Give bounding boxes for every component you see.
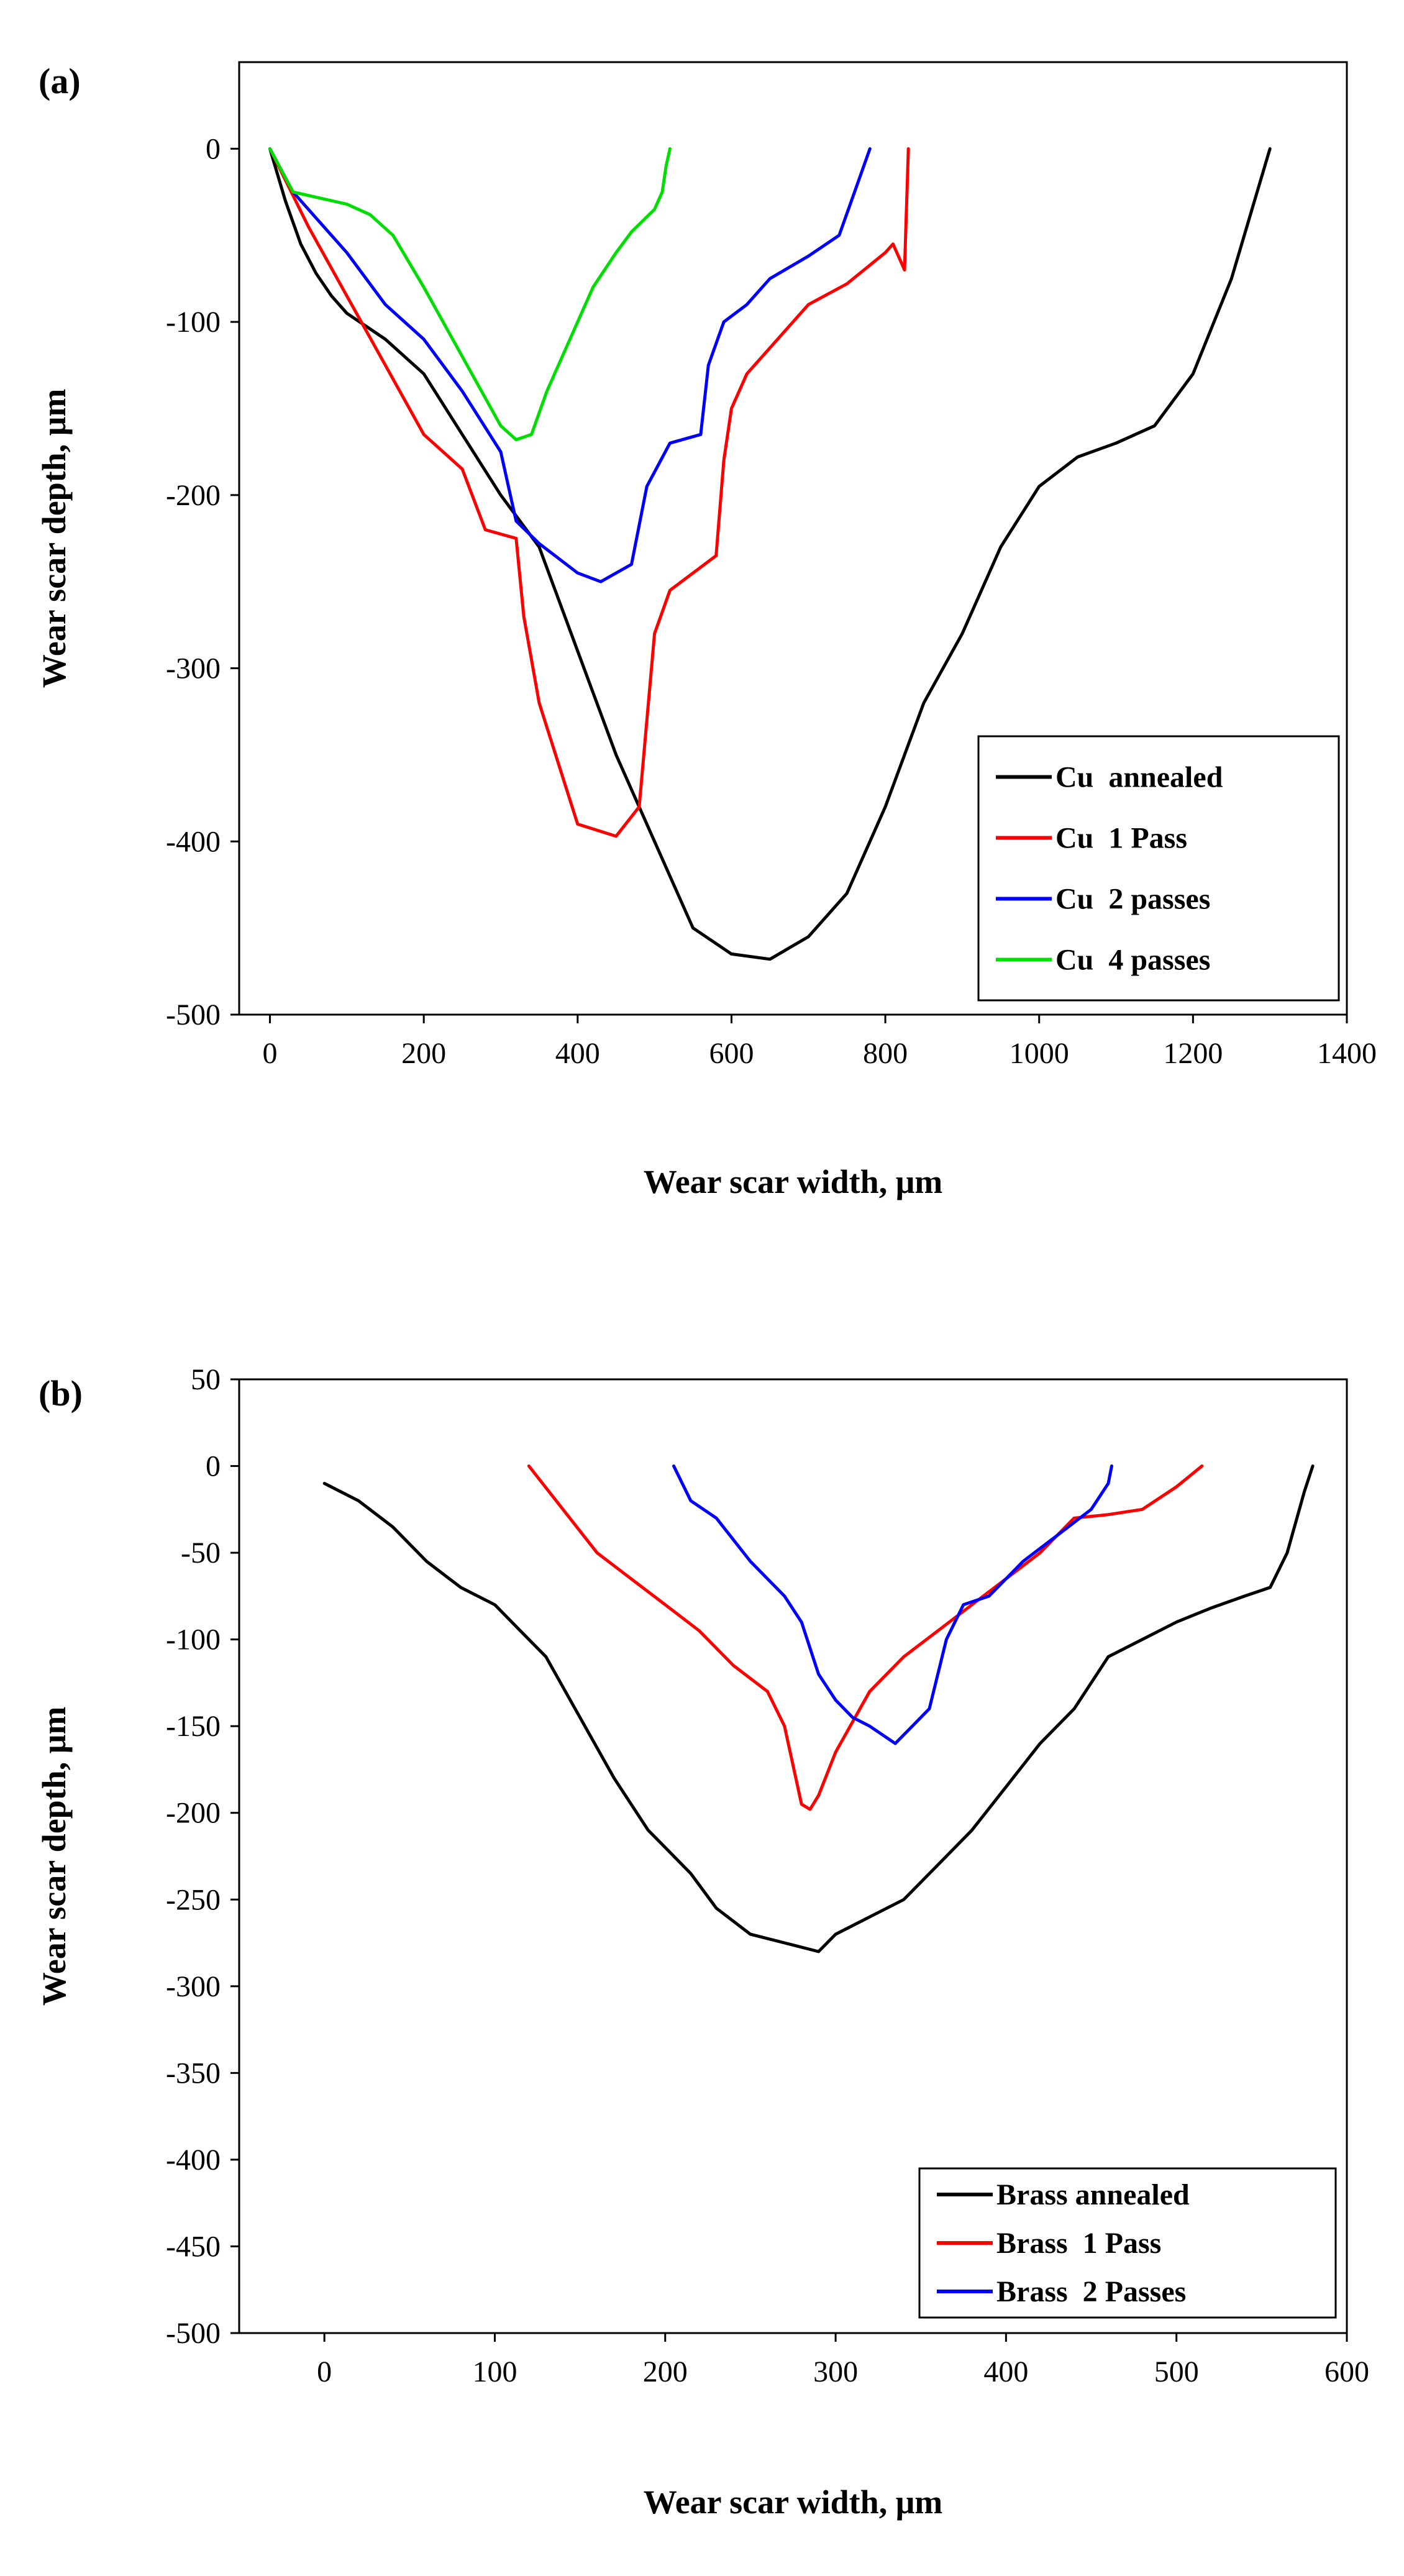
plot-frame-b xyxy=(238,1378,1348,2334)
x-axis-b: 0 100 200 300 400 500 600 xyxy=(317,2333,1369,2388)
x-axis-title-a: Wear scar width, μm xyxy=(644,1163,943,1200)
x-tick-label: 400 xyxy=(983,2355,1028,2388)
legend-a: Cu annealed Cu 1 Pass Cu 2 passes Cu 4 pass… xyxy=(977,735,1340,1002)
series-line-3 xyxy=(268,147,872,583)
y-tick-label: -100 xyxy=(166,306,221,339)
x-tick-label: 600 xyxy=(709,1037,754,1070)
y-tick-label: -100 xyxy=(166,1624,221,1656)
y-tick-label: -300 xyxy=(166,1970,221,2003)
legend-label-1: Brass annealed xyxy=(996,2178,1190,2211)
series-line-1 xyxy=(268,147,1272,961)
legend-label-3: Brass 2 Passes xyxy=(996,2275,1186,2308)
y-tick-label: 0 xyxy=(206,1450,221,1483)
legend-label-2: Cu 1 Pass xyxy=(1055,822,1187,855)
y-tick-label: -250 xyxy=(166,1883,221,1916)
x-tick-label: 1000 xyxy=(1010,1037,1069,1070)
y-axis-title-b: Wear scar depth, μm xyxy=(35,1707,73,2006)
x-tick-label: 0 xyxy=(263,1037,278,1070)
plot-frame-a xyxy=(238,61,1348,1016)
x-axis-a: 0 200 400 600 800 1000 1200 1400 xyxy=(263,1015,1377,1070)
y-tick-label: -400 xyxy=(166,825,221,858)
legend-label-1: Cu annealed xyxy=(1055,761,1223,794)
y-tick-label: -350 xyxy=(166,2057,221,2090)
y-tick-label: -50 xyxy=(181,1537,221,1569)
series-group-b xyxy=(322,1464,1315,1953)
panel-b: (b) 500-50-100-150-200-250-300-350-400-4… xyxy=(35,1363,1369,2521)
series-group-a xyxy=(268,147,1272,961)
series-line-4 xyxy=(268,147,672,442)
legend-label-3: Cu 2 passes xyxy=(1055,883,1210,916)
x-tick-label: 500 xyxy=(1154,2355,1199,2388)
y-axis-b: 50 0 -50 -100 -150 -200 -250 -300 -350 -400 -450 -5… xyxy=(166,1363,239,2350)
x-tick-label: 800 xyxy=(863,1037,908,1070)
y-axis-title-a: Wear scar depth, μm xyxy=(35,389,73,688)
panel-a: (a) 0 -100 -200 -300 -400 -500 0 200 400 600 800 1… xyxy=(35,61,1377,1200)
x-tick-label: 400 xyxy=(555,1037,600,1070)
panel-label-a: (a) xyxy=(39,61,81,101)
series-line-3 xyxy=(672,1464,1113,1745)
x-tick-label: 300 xyxy=(813,2355,858,2388)
x-tick-label: 0 xyxy=(317,2355,332,2388)
x-axis-title-b: Wear scar width, μm xyxy=(644,2483,943,2521)
series-line-2 xyxy=(527,1464,1204,1811)
series-line-1 xyxy=(322,1464,1315,1953)
y-tick-label: 0 xyxy=(206,132,221,165)
y-tick-label: -450 xyxy=(166,2230,221,2263)
x-tick-label: 1400 xyxy=(1317,1037,1377,1070)
y-tick-label: -150 xyxy=(166,1710,221,1743)
y-tick-label: -400 xyxy=(166,2144,221,2176)
x-tick-label: 200 xyxy=(643,2355,688,2388)
legend-label-2: Brass 1 Pass xyxy=(996,2227,1161,2260)
y-tick-label: -500 xyxy=(166,998,221,1031)
y-tick-label: -200 xyxy=(166,479,221,512)
y-tick-label: -500 xyxy=(166,2317,221,2350)
x-tick-label: 200 xyxy=(401,1037,446,1070)
panel-label-b: (b) xyxy=(39,1373,83,1414)
y-axis-a: 0 -100 -200 -300 -400 -500 xyxy=(166,132,239,1031)
x-tick-label: 600 xyxy=(1324,2355,1369,2388)
legend-box xyxy=(977,735,1340,1002)
x-tick-label: 1200 xyxy=(1163,1037,1223,1070)
y-tick-label: 50 xyxy=(191,1363,221,1396)
legend-b: Brass annealed Brass 1 Pass Brass 2 Passes xyxy=(918,2167,1337,2319)
legend-label-4: Cu 4 passes xyxy=(1055,944,1210,977)
x-tick-label: 100 xyxy=(472,2355,517,2388)
y-tick-label: -300 xyxy=(166,652,221,685)
series-line-2 xyxy=(268,147,910,838)
y-tick-label: -200 xyxy=(166,1797,221,1830)
